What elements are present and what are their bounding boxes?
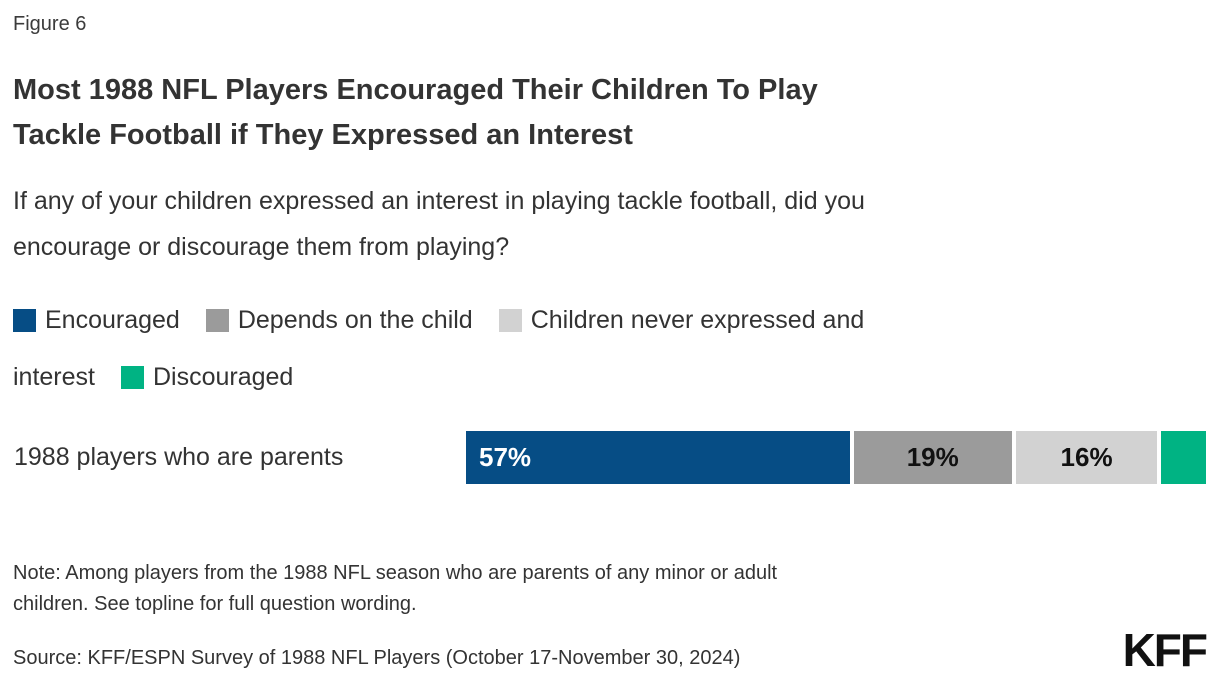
bar-segment-encouraged-value: 57%: [479, 442, 532, 472]
legend-swatch-depends-on-child: [205, 309, 229, 332]
legend: Encouraged Depends on the child Children…: [13, 292, 1206, 406]
legend-line-2: interest Discouraged: [13, 349, 1206, 406]
bar-row: 1988 players who are parents 57% 19% 16%: [13, 431, 1206, 484]
chart-question-line1: If any of your children expressed an int…: [13, 187, 865, 215]
chart-question: If any of your children expressed an int…: [13, 178, 1193, 270]
legend-line-1: Encouraged Depends on the child Children…: [13, 292, 1206, 349]
legend-swatch-encouraged: [13, 309, 36, 332]
bar-segment-never-expressed: 16%: [1015, 431, 1158, 484]
bar-segment-never-expressed-value: 16%: [1060, 442, 1113, 472]
legend-item-depends-on-child: Depends on the child: [205, 306, 473, 335]
bar-segment-encouraged: 57%: [466, 431, 850, 484]
footer: Source: KFF/ESPN Survey of 1988 NFL Play…: [13, 623, 1208, 676]
stacked-bar: 57% 19% 16%: [466, 431, 1206, 484]
legend-swatch-discouraged: [120, 366, 144, 389]
legend-item-discouraged: Discouraged: [120, 363, 294, 392]
chart-question-line2: encourage or discourage them from playin…: [13, 233, 510, 261]
legend-swatch-never-expressed: [498, 309, 522, 332]
chart-title-line2: Tackle Football if They Expressed an Int…: [13, 119, 633, 151]
bar-segment-depends-on-child: 19%: [853, 431, 1012, 484]
figure-label: Figure 6: [13, 13, 87, 35]
legend-label-never-expressed-part2: interest: [13, 363, 95, 391]
legend-label-encouraged: Encouraged: [45, 306, 180, 334]
legend-label-discouraged: Discouraged: [152, 363, 294, 391]
note-text: Note: Among players from the 1988 NFL se…: [13, 558, 1033, 620]
chart-title: Most 1988 NFL Players Encouraged Their C…: [13, 68, 1173, 158]
bar-segment-discouraged: [1161, 431, 1206, 484]
bar-segment-depends-on-child-value: 19%: [906, 442, 959, 472]
legend-item-encouraged: Encouraged: [13, 306, 180, 335]
bar-row-label: 1988 players who are parents: [14, 443, 344, 471]
source-text: Source: KFF/ESPN Survey of 1988 NFL Play…: [13, 647, 741, 669]
note-line2: children. See topline for full question …: [13, 593, 417, 615]
kff-logo: KFF: [1122, 623, 1208, 676]
note-line1: Note: Among players from the 1988 NFL se…: [13, 562, 778, 584]
chart-title-line1: Most 1988 NFL Players Encouraged Their C…: [13, 74, 818, 106]
legend-label-never-expressed-part1: Children never expressed and: [530, 306, 865, 334]
legend-label-depends-on-child: Depends on the child: [237, 306, 473, 334]
legend-item-never-expressed: Children never expressed and: [498, 306, 865, 335]
